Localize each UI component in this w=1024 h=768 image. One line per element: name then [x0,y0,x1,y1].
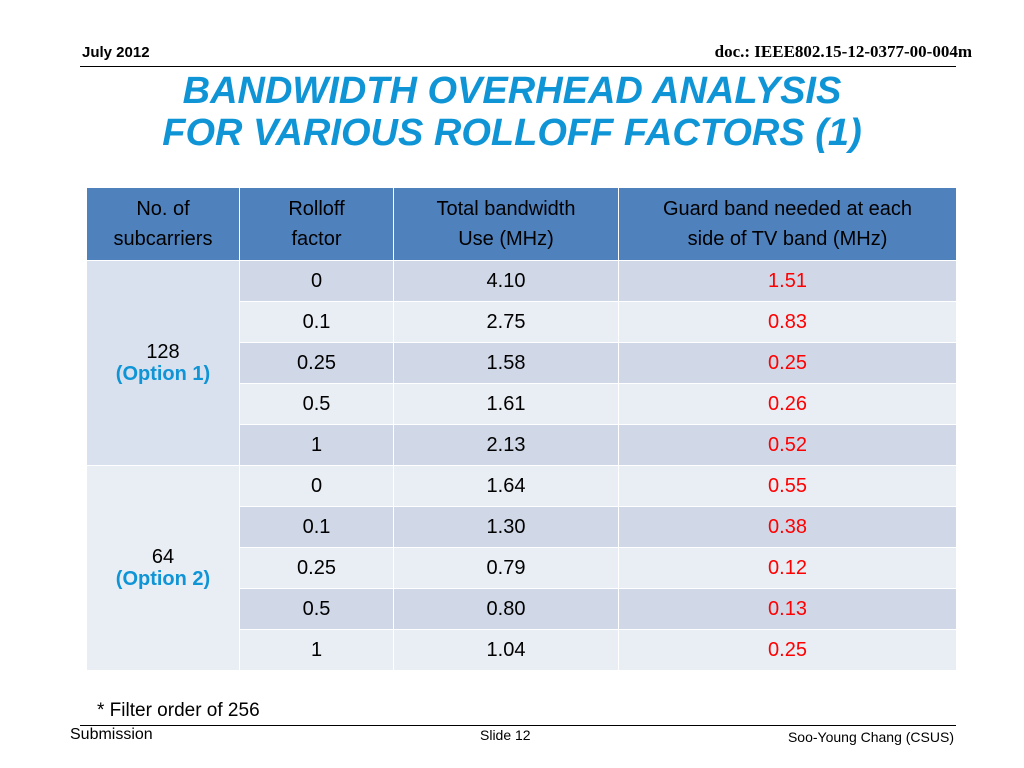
bandwidth-cell: 0.80 [393,588,619,630]
slide-title: BANDWIDTH OVERHEAD ANALYSIS FOR VARIOUS … [0,70,1024,154]
header-rule [80,66,956,67]
table-row: 128 (Option 1) 0 4.10 1.51 [86,260,957,466]
header-rolloff: Rolloff factor [239,187,394,261]
guard-cell: 0.52 [618,424,957,466]
bandwidth-cell: 1.04 [393,629,619,671]
guard-cell: 0.55 [618,465,957,507]
bandwidth-cell: 1.61 [393,383,619,425]
group-cell-option-1: 128 (Option 1) [86,260,240,466]
rolloff-cell: 0.1 [239,506,394,548]
rolloff-cell: 0.1 [239,301,394,343]
group-cell-option-2: 64 (Option 2) [86,465,240,671]
header-bandwidth: Total bandwidth Use (MHz) [393,187,619,261]
table-header-row: No. of subcarriers Rolloff factor Total … [86,187,957,261]
bandwidth-table: No. of subcarriers Rolloff factor Total … [86,187,957,671]
rolloff-cell: 0 [239,465,394,507]
footer-author: Soo-Young Chang (CSUS) [787,729,954,745]
slide-title-line1: BANDWIDTH OVERHEAD ANALYSIS [182,70,842,112]
guard-cell: 0.25 [618,629,957,671]
header-date: July 2012 [82,44,150,61]
rolloff-cell: 0 [239,260,394,302]
header-guard-band: Guard band needed at each side of TV ban… [618,187,957,261]
footer-slide-number: Slide 12 [480,727,531,743]
header-subcarriers: No. of subcarriers [86,187,240,261]
rolloff-cell: 0.5 [239,383,394,425]
rolloff-cell: 1 [239,424,394,466]
bandwidth-cell: 1.58 [393,342,619,384]
guard-cell: 0.38 [618,506,957,548]
table-row: 0.1 2.75 0.83 [87,301,957,343]
guard-cell: 1.51 [618,260,957,302]
bandwidth-cell: 0.79 [393,547,619,589]
guard-cell: 0.26 [618,383,957,425]
bandwidth-cell: 2.13 [393,424,619,466]
rolloff-cell: 0.5 [239,588,394,630]
footnote: * Filter order of 256 [97,700,260,721]
bandwidth-cell: 4.10 [393,260,619,302]
guard-cell: 0.83 [618,301,957,343]
table-row: 1 2.13 0.52 [87,424,957,466]
rolloff-cell: 0.25 [239,547,394,589]
header-doc-id: doc.: IEEE802.15-12-0377-00-004m [714,42,972,61]
guard-cell: 0.25 [618,342,957,384]
footer-submission: Submission [70,726,153,743]
bandwidth-cell: 1.64 [393,465,619,507]
table-row: 0.5 0.80 0.13 [87,588,957,630]
table-row: 0.25 1.58 0.25 [87,342,957,384]
guard-cell: 0.12 [618,547,957,589]
slide-title-line2: FOR VARIOUS ROLLOFF FACTORS (1) [162,112,862,154]
rolloff-cell: 1 [239,629,394,671]
guard-cell: 0.13 [618,588,957,630]
bandwidth-cell: 2.75 [393,301,619,343]
table-row: 1 1.04 0.25 [87,629,957,671]
rolloff-cell: 0.25 [239,342,394,384]
bandwidth-cell: 1.30 [393,506,619,548]
table-row: 0.5 1.61 0.26 [87,383,957,425]
footer-rule [80,725,956,726]
table-row: 64 (Option 2) 0 1.64 0.55 [86,465,957,671]
table-row: 0.25 0.79 0.12 [87,547,957,589]
